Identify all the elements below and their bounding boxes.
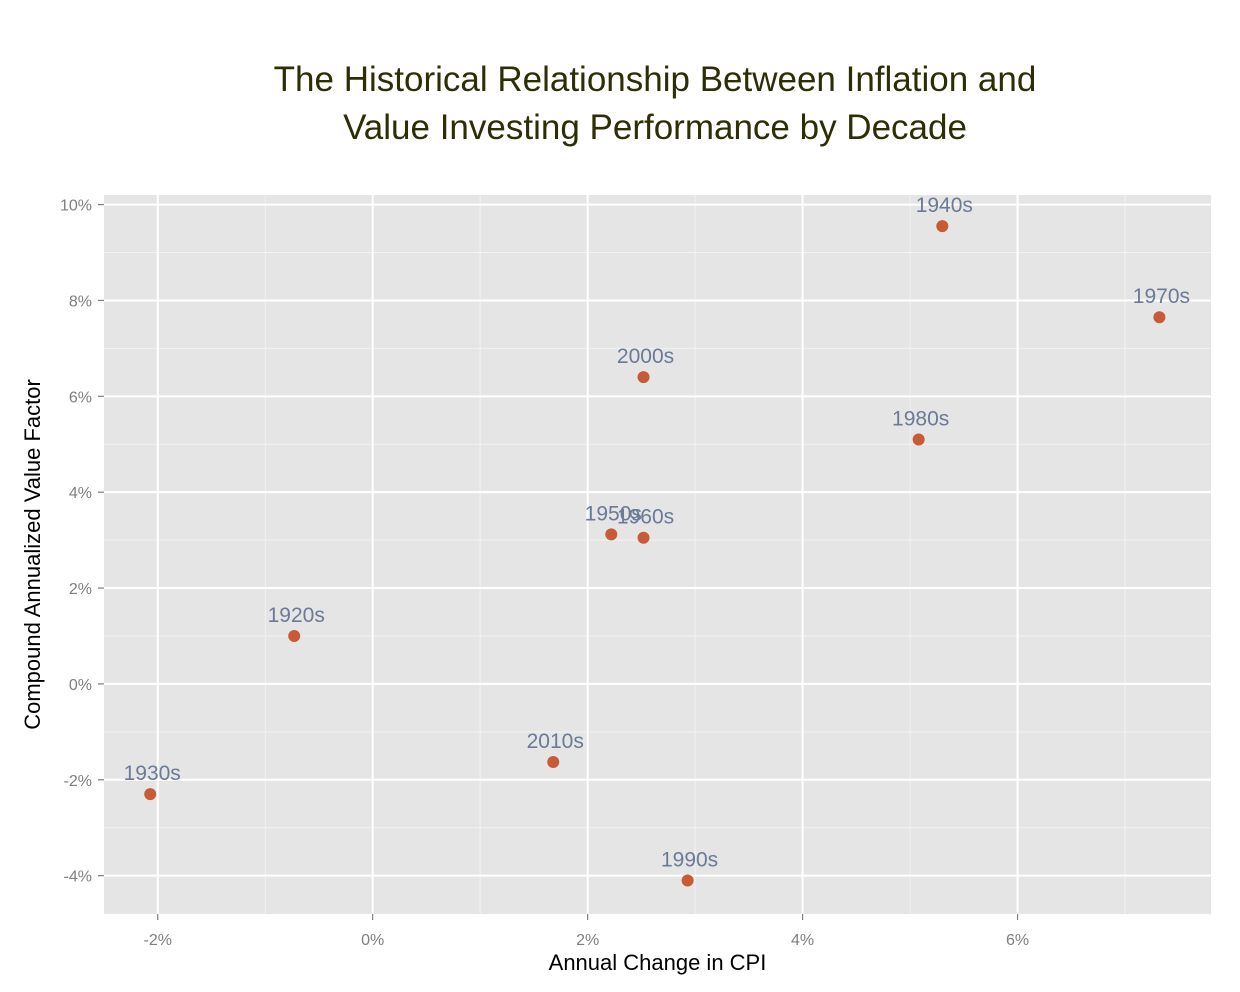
point-label-1920s: 1920s <box>268 604 325 627</box>
x-axis-title: Annual Change in CPI <box>549 950 767 975</box>
y-tick-label: 10% <box>60 198 92 215</box>
point-label-2010s: 2010s <box>527 730 584 753</box>
x-tick-label: 2% <box>576 932 599 949</box>
point-2000s <box>637 371 650 384</box>
point-1970s <box>1153 311 1166 324</box>
y-axis: -4% -2% 0% 2% 4% 6% 8% 10% <box>60 198 104 886</box>
point-1930s <box>144 788 157 801</box>
x-tick-label: 0% <box>361 932 384 949</box>
point-label-1930s: 1930s <box>124 762 181 785</box>
point-1950s <box>605 528 618 541</box>
y-axis-title: Compound Annualized Value Factor <box>20 379 45 730</box>
x-axis: -2% 0% 2% 4% 6% <box>144 914 1029 949</box>
plot-panel <box>104 195 1211 914</box>
x-tick-label: 4% <box>791 932 814 949</box>
point-label-1940s: 1940s <box>916 194 973 217</box>
chart-title-line-2: Value Investing Performance by Decade <box>343 108 967 147</box>
y-tick-label: 6% <box>69 389 92 406</box>
y-tick-label: 2% <box>69 581 92 598</box>
point-label-1960s: 1960s <box>617 506 674 529</box>
point-label-1990s: 1990s <box>661 848 718 871</box>
point-label-1980s: 1980s <box>892 407 949 430</box>
point-1980s <box>912 433 925 446</box>
x-tick-label: -2% <box>144 932 172 949</box>
chart-title: The Historical Relationship Between Infl… <box>100 56 1210 152</box>
y-tick-label: -4% <box>64 869 92 886</box>
y-tick-label: 4% <box>69 485 92 502</box>
point-1960s <box>637 531 650 544</box>
point-1990s <box>681 874 694 887</box>
point-1940s <box>936 220 949 233</box>
grid-major <box>104 195 1211 914</box>
y-tick-label: 8% <box>69 293 92 310</box>
data-points <box>144 220 1166 887</box>
y-tick-label: -2% <box>64 773 92 790</box>
point-label-1950s: 1950s <box>585 502 642 525</box>
chart-title-line-1: The Historical Relationship Between Infl… <box>273 60 1037 99</box>
x-tick-label: 6% <box>1006 932 1029 949</box>
y-tick-label: 0% <box>69 677 92 694</box>
point-2010s <box>547 756 560 769</box>
point-label-1970s: 1970s <box>1133 285 1190 308</box>
point-1920s <box>288 629 301 642</box>
point-label-2000s: 2000s <box>617 345 674 368</box>
